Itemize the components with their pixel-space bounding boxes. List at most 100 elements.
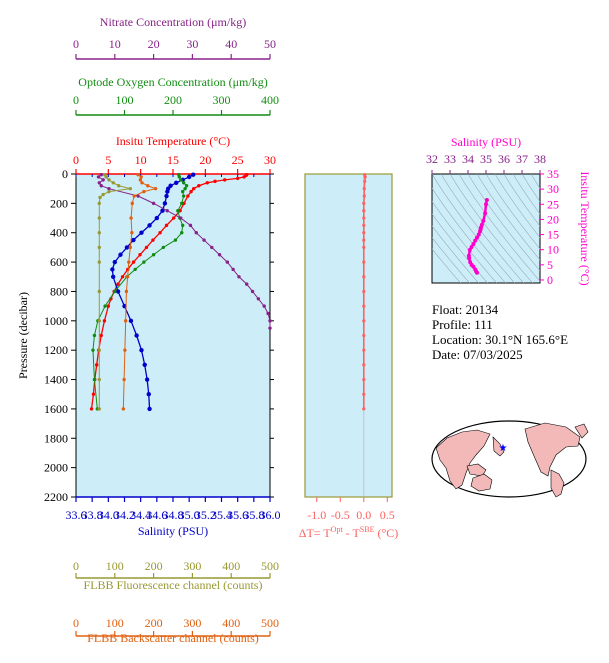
nitrate-point: [97, 181, 101, 185]
land-mass: [524, 422, 581, 477]
delta-t-point: [362, 231, 366, 235]
oxygen-point: [113, 289, 117, 294]
backscatter-point: [125, 275, 130, 279]
pressure-tick-label: 800: [50, 284, 68, 298]
delta-t-label-part: SBE: [360, 525, 375, 534]
backscatter-tick-label: 400: [222, 616, 240, 630]
salinity-point: [112, 259, 118, 265]
backscatter-point: [138, 178, 143, 182]
delta-t-point: [362, 223, 366, 227]
delta-t-point: [362, 238, 366, 242]
nitrate-axis-title: Nitrate Concentration (μm/kg): [100, 15, 246, 29]
ts-point: [471, 241, 476, 246]
nitrate-point: [194, 231, 198, 235]
delta-t-point: [363, 179, 367, 183]
temperature-point: [120, 275, 125, 279]
oxygen-axis-title: Optode Oxygen Concentration (μm/kg): [78, 75, 267, 89]
oxygen-point: [142, 260, 146, 264]
oxygen-point: [92, 377, 97, 382]
nitrate-point: [101, 178, 105, 182]
delta-t-point: [362, 260, 366, 264]
nitrate-point: [262, 304, 266, 308]
delta-t-plot-area: [304, 173, 393, 498]
oxygen-point: [180, 201, 184, 206]
ts-point: [467, 256, 472, 261]
salinity-tick-label: 35.8: [243, 508, 264, 522]
backscatter-tick-label: 500: [261, 616, 279, 630]
ts-y-tick-label: 5: [547, 258, 553, 272]
fluorescence-point: [97, 289, 101, 294]
backscatter-tick-label: 300: [183, 616, 201, 630]
ts-y-tick-label: 0: [547, 273, 553, 287]
backscatter-point: [142, 189, 146, 194]
ts-x-tick-label: 33: [444, 152, 456, 166]
oxygen-point: [103, 304, 107, 308]
fluorescence-point: [97, 407, 101, 411]
delta-t-axis-title: ΔT= TOpt - TSBE (°C): [299, 525, 399, 540]
temperature-point: [235, 176, 240, 181]
oxygen-point: [161, 245, 165, 250]
ts-x-tick-label: 37: [516, 152, 528, 166]
oxygen-point: [133, 267, 137, 272]
isopycnal-line: [476, 174, 540, 261]
delta-t-label-part: Opt: [331, 525, 344, 534]
ts-y-tick-label: 35: [547, 167, 559, 181]
land-mass: [492, 436, 505, 457]
pressure-tick-label: 1600: [44, 402, 68, 416]
temperature-point: [102, 319, 107, 323]
temperature-point: [106, 304, 111, 308]
temperature-tick-label: 5: [105, 153, 111, 167]
fluorescence-tick-label: 500: [261, 559, 279, 573]
backscatter-point: [130, 201, 134, 206]
oxygen-tick-label: 400: [261, 93, 279, 107]
float-location: Location: 30.1°N 165.6°E: [432, 332, 569, 347]
salinity-point: [168, 183, 173, 188]
salinity-tick-label: 36.0: [260, 508, 281, 522]
salinity-point: [110, 274, 116, 279]
salinity-point: [134, 333, 139, 338]
nitrate-point: [231, 267, 235, 272]
fluorescence-point: [97, 377, 101, 382]
nitrate-point: [245, 282, 249, 286]
salinity-axis-title: Salinity (PSU): [138, 524, 208, 538]
fluorescence-tick-label: 400: [222, 559, 240, 573]
ts-y-tick-label: 15: [547, 228, 559, 242]
oxygen-point: [176, 209, 180, 213]
delta-t-point: [362, 245, 366, 250]
oxygen-point: [184, 184, 189, 188]
delta-t-point: [362, 187, 366, 191]
temperature-point: [131, 260, 136, 264]
salinity-point: [160, 208, 165, 213]
fluorescence-axis-title: FLBB Fluorescence channel (counts): [84, 578, 263, 592]
salinity-point: [144, 377, 150, 382]
pressure-tick-label: 400: [50, 226, 68, 240]
isopycnal-line: [432, 225, 479, 283]
temperature-point: [189, 189, 193, 194]
salinity-point: [154, 215, 160, 221]
pressure-axis-label: Pressure (decibar): [16, 292, 30, 379]
backscatter-point: [123, 319, 128, 323]
salinity-point: [118, 252, 123, 257]
fluorescence-point: [97, 245, 101, 250]
nitrate-point: [225, 260, 230, 264]
fluorescence-point: [97, 260, 101, 264]
isopycnal-line: [530, 174, 540, 189]
temperature-point: [158, 231, 162, 235]
fluorescence-tick-label: 100: [106, 559, 124, 573]
salinity-tick-label: 33.6: [66, 508, 87, 522]
nitrate-point: [268, 319, 272, 323]
ts-x-tick-label: 35: [480, 152, 492, 166]
delta-t-point: [362, 201, 366, 205]
salinity-tick-label: 35.4: [211, 508, 232, 522]
ts-point: [467, 247, 472, 252]
salinity-point: [165, 189, 170, 194]
oxygen-point: [180, 231, 184, 235]
temperature-point: [213, 179, 217, 184]
pressure-tick-label: 1000: [44, 314, 68, 328]
delta-t-label-part: - T: [343, 526, 361, 540]
pressure-tick-label: 1800: [44, 431, 68, 445]
pressure-tick-label: 200: [50, 196, 68, 210]
oxygen-point: [92, 333, 97, 338]
backscatter-point: [129, 216, 133, 220]
temperature-tick-label: 30: [264, 153, 276, 167]
